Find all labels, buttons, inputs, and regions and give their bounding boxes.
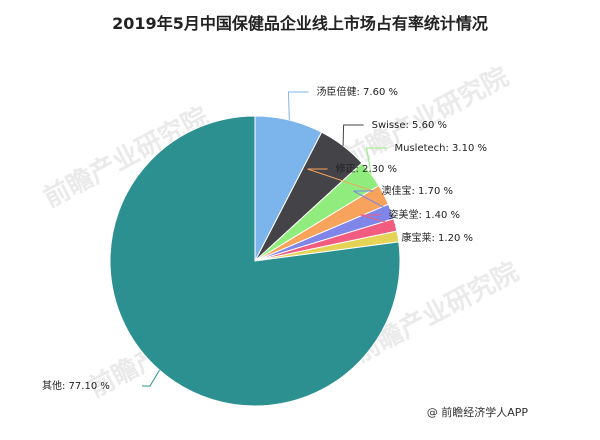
leader-line bbox=[360, 214, 396, 226]
slice-label: 康宝莱: 1.20 % bbox=[402, 231, 474, 244]
pie-slice bbox=[109, 115, 401, 407]
slice-label: 修正: 2.30 % bbox=[336, 162, 398, 175]
chart-title: 2019年5月中国保健品企业线上市场占有率统计情况 bbox=[112, 14, 488, 33]
leader-line bbox=[142, 369, 160, 387]
slice-label: Musletech: 3.10 % bbox=[394, 143, 487, 154]
leader-line bbox=[373, 236, 398, 239]
pie-slices bbox=[109, 115, 401, 407]
slice-labels: 汤臣倍健: 7.60 % Swisse: 5.60 % Musletech: 3.1… bbox=[42, 85, 487, 392]
leader-line bbox=[342, 124, 364, 146]
leader-lines bbox=[142, 91, 398, 387]
slice-label: 姿美堂: 1.40 % bbox=[389, 208, 461, 221]
slice-label: 汤臣倍健: 7.60 % bbox=[317, 85, 399, 98]
leader-line bbox=[287, 91, 309, 121]
slice-label: 其他: 77.10 % bbox=[42, 379, 110, 392]
slice-label: Swisse: 5.60 % bbox=[372, 120, 447, 131]
watermark-text: 前瞻产业研究院 bbox=[338, 61, 513, 174]
leader-line bbox=[307, 168, 385, 196]
leader-line bbox=[353, 190, 392, 212]
leader-line bbox=[365, 147, 387, 174]
source-credit: @ 前瞻经济学人APP bbox=[426, 406, 528, 419]
slice-label: 澳佳宝: 1.70 % bbox=[382, 184, 454, 197]
